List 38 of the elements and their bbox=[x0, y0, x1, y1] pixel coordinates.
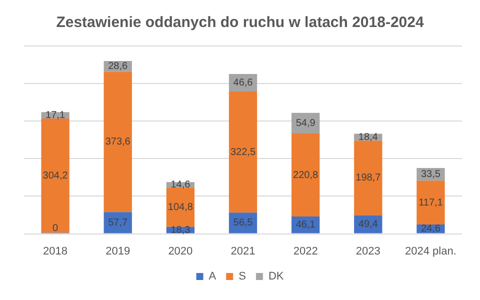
data-label: 304,2 bbox=[42, 170, 68, 182]
legend-label: DK bbox=[268, 270, 284, 283]
chart-title: Zestawienie oddanych do ruchu w latach 2018-2024 bbox=[56, 14, 424, 32]
data-label: 104,8 bbox=[168, 202, 194, 213]
bar bbox=[166, 188, 195, 227]
data-label: 56,5 bbox=[233, 218, 254, 229]
data-label: 117,1 bbox=[418, 197, 444, 208]
data-label: 373,6 bbox=[105, 136, 131, 148]
x-tick-label: 2020 bbox=[168, 245, 193, 258]
data-label: 54,9 bbox=[296, 118, 316, 129]
data-label: 46,6 bbox=[233, 77, 254, 88]
data-label: 24,6 bbox=[420, 224, 441, 235]
bar bbox=[416, 180, 445, 225]
bar bbox=[228, 91, 258, 213]
data-label: 0 bbox=[52, 223, 59, 234]
data-label: 46,1 bbox=[296, 220, 316, 231]
bar bbox=[354, 140, 382, 216]
data-label: 33,5 bbox=[420, 169, 441, 180]
legend-label: A bbox=[208, 270, 217, 283]
x-tick-label: 2019 bbox=[106, 245, 130, 258]
data-label: 198,7 bbox=[356, 172, 382, 184]
bar bbox=[291, 134, 320, 216]
data-label: 28,6 bbox=[108, 61, 128, 72]
data-label: 49,4 bbox=[358, 219, 378, 230]
data-label: 18,4 bbox=[358, 132, 378, 143]
data-label: 322,5 bbox=[230, 146, 256, 158]
legend-label: S bbox=[238, 270, 246, 283]
data-label: 57,7 bbox=[108, 217, 128, 228]
bar bbox=[104, 72, 132, 212]
data-label: 17,1 bbox=[46, 110, 66, 122]
x-tick-label: 2018 bbox=[43, 245, 68, 258]
bar bbox=[104, 212, 132, 234]
x-tick-label: 2024 plan. bbox=[405, 245, 456, 258]
x-tick-label: 2022 bbox=[293, 245, 318, 258]
x-tick-label: 2023 bbox=[356, 245, 380, 258]
bar bbox=[41, 118, 70, 233]
data-label: 220,8 bbox=[293, 170, 319, 181]
x-tick-label: 2021 bbox=[230, 245, 256, 258]
